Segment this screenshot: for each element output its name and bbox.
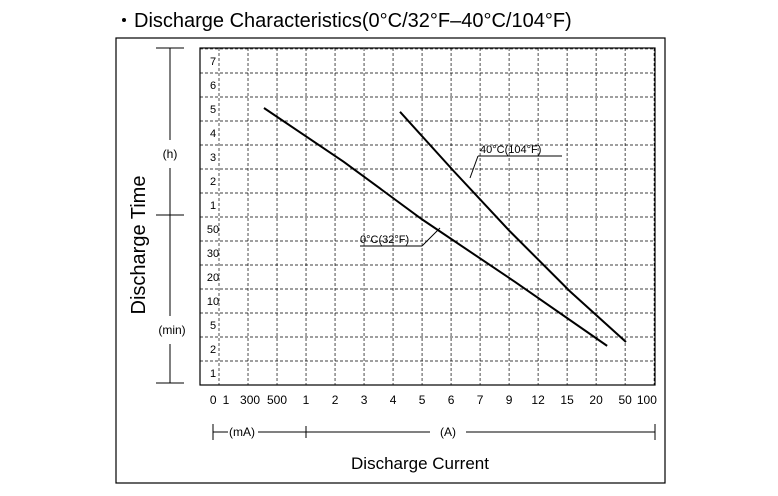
- x-tick-label: 15: [560, 393, 574, 407]
- y-axis-label: Discharge Time: [128, 176, 150, 315]
- y-tick-label: 1: [210, 368, 216, 380]
- mask: [150, 316, 190, 344]
- y-tick-label: 5: [210, 320, 216, 332]
- x-tick-label: 5: [419, 393, 426, 407]
- y-tick-label: 4: [210, 128, 216, 140]
- y-tick-label: 10: [207, 296, 219, 308]
- x-axis-label: Discharge Current: [351, 454, 489, 473]
- y-tick-label: 50: [207, 224, 219, 236]
- leader-line: [421, 227, 441, 247]
- y-tick-label: 30: [207, 248, 219, 260]
- x-tick-label: 500: [267, 393, 287, 407]
- x-unit-left: (mA): [229, 425, 255, 439]
- y-tick-label: 2: [210, 176, 216, 188]
- mask: [155, 140, 185, 168]
- x-tick-label: 7: [477, 393, 484, 407]
- x-bracket: [212, 424, 656, 440]
- x-tick-label: 6: [448, 393, 455, 407]
- y-tick-label: 5: [210, 104, 216, 116]
- leader-line: [469, 155, 479, 179]
- bullet: [122, 18, 126, 22]
- x-tick-label: 1: [303, 393, 310, 407]
- y-tick-label: 2: [210, 344, 216, 356]
- series-label: 40°C(104°F): [480, 144, 541, 156]
- y-tick-label: 6: [210, 80, 216, 92]
- x-tick-label: 1: [223, 393, 230, 407]
- y-tick-label: 3: [210, 152, 216, 164]
- x-tick-label: 12: [531, 393, 545, 407]
- y-unit-bottom: (min): [158, 323, 185, 337]
- y-tick-label: 7: [210, 56, 216, 68]
- x-tick-label: 300: [240, 393, 260, 407]
- y-unit-top: (h): [163, 147, 178, 161]
- x-tick-label: 3: [361, 393, 368, 407]
- x-tick-label: 50: [618, 393, 632, 407]
- x-tick-label: 9: [506, 393, 513, 407]
- y-tick-label: 1: [210, 200, 216, 212]
- x-tick-label: 4: [390, 393, 397, 407]
- y-tick-label: 20: [207, 272, 219, 284]
- series-line: [263, 107, 608, 347]
- x-tick-label: 0: [210, 393, 217, 407]
- chart-title: Discharge Characteristics(0°C/32°F–40°C/…: [134, 10, 572, 32]
- series-label: 0°C(32°F): [360, 234, 409, 246]
- x-unit-right: (A): [440, 425, 456, 439]
- x-tick-label: 2: [332, 393, 339, 407]
- series-line: [399, 111, 627, 343]
- x-tick-label: 20: [589, 393, 603, 407]
- frame: [115, 37, 666, 484]
- plot-area: [199, 47, 656, 386]
- x-tick-label: 100: [637, 393, 657, 407]
